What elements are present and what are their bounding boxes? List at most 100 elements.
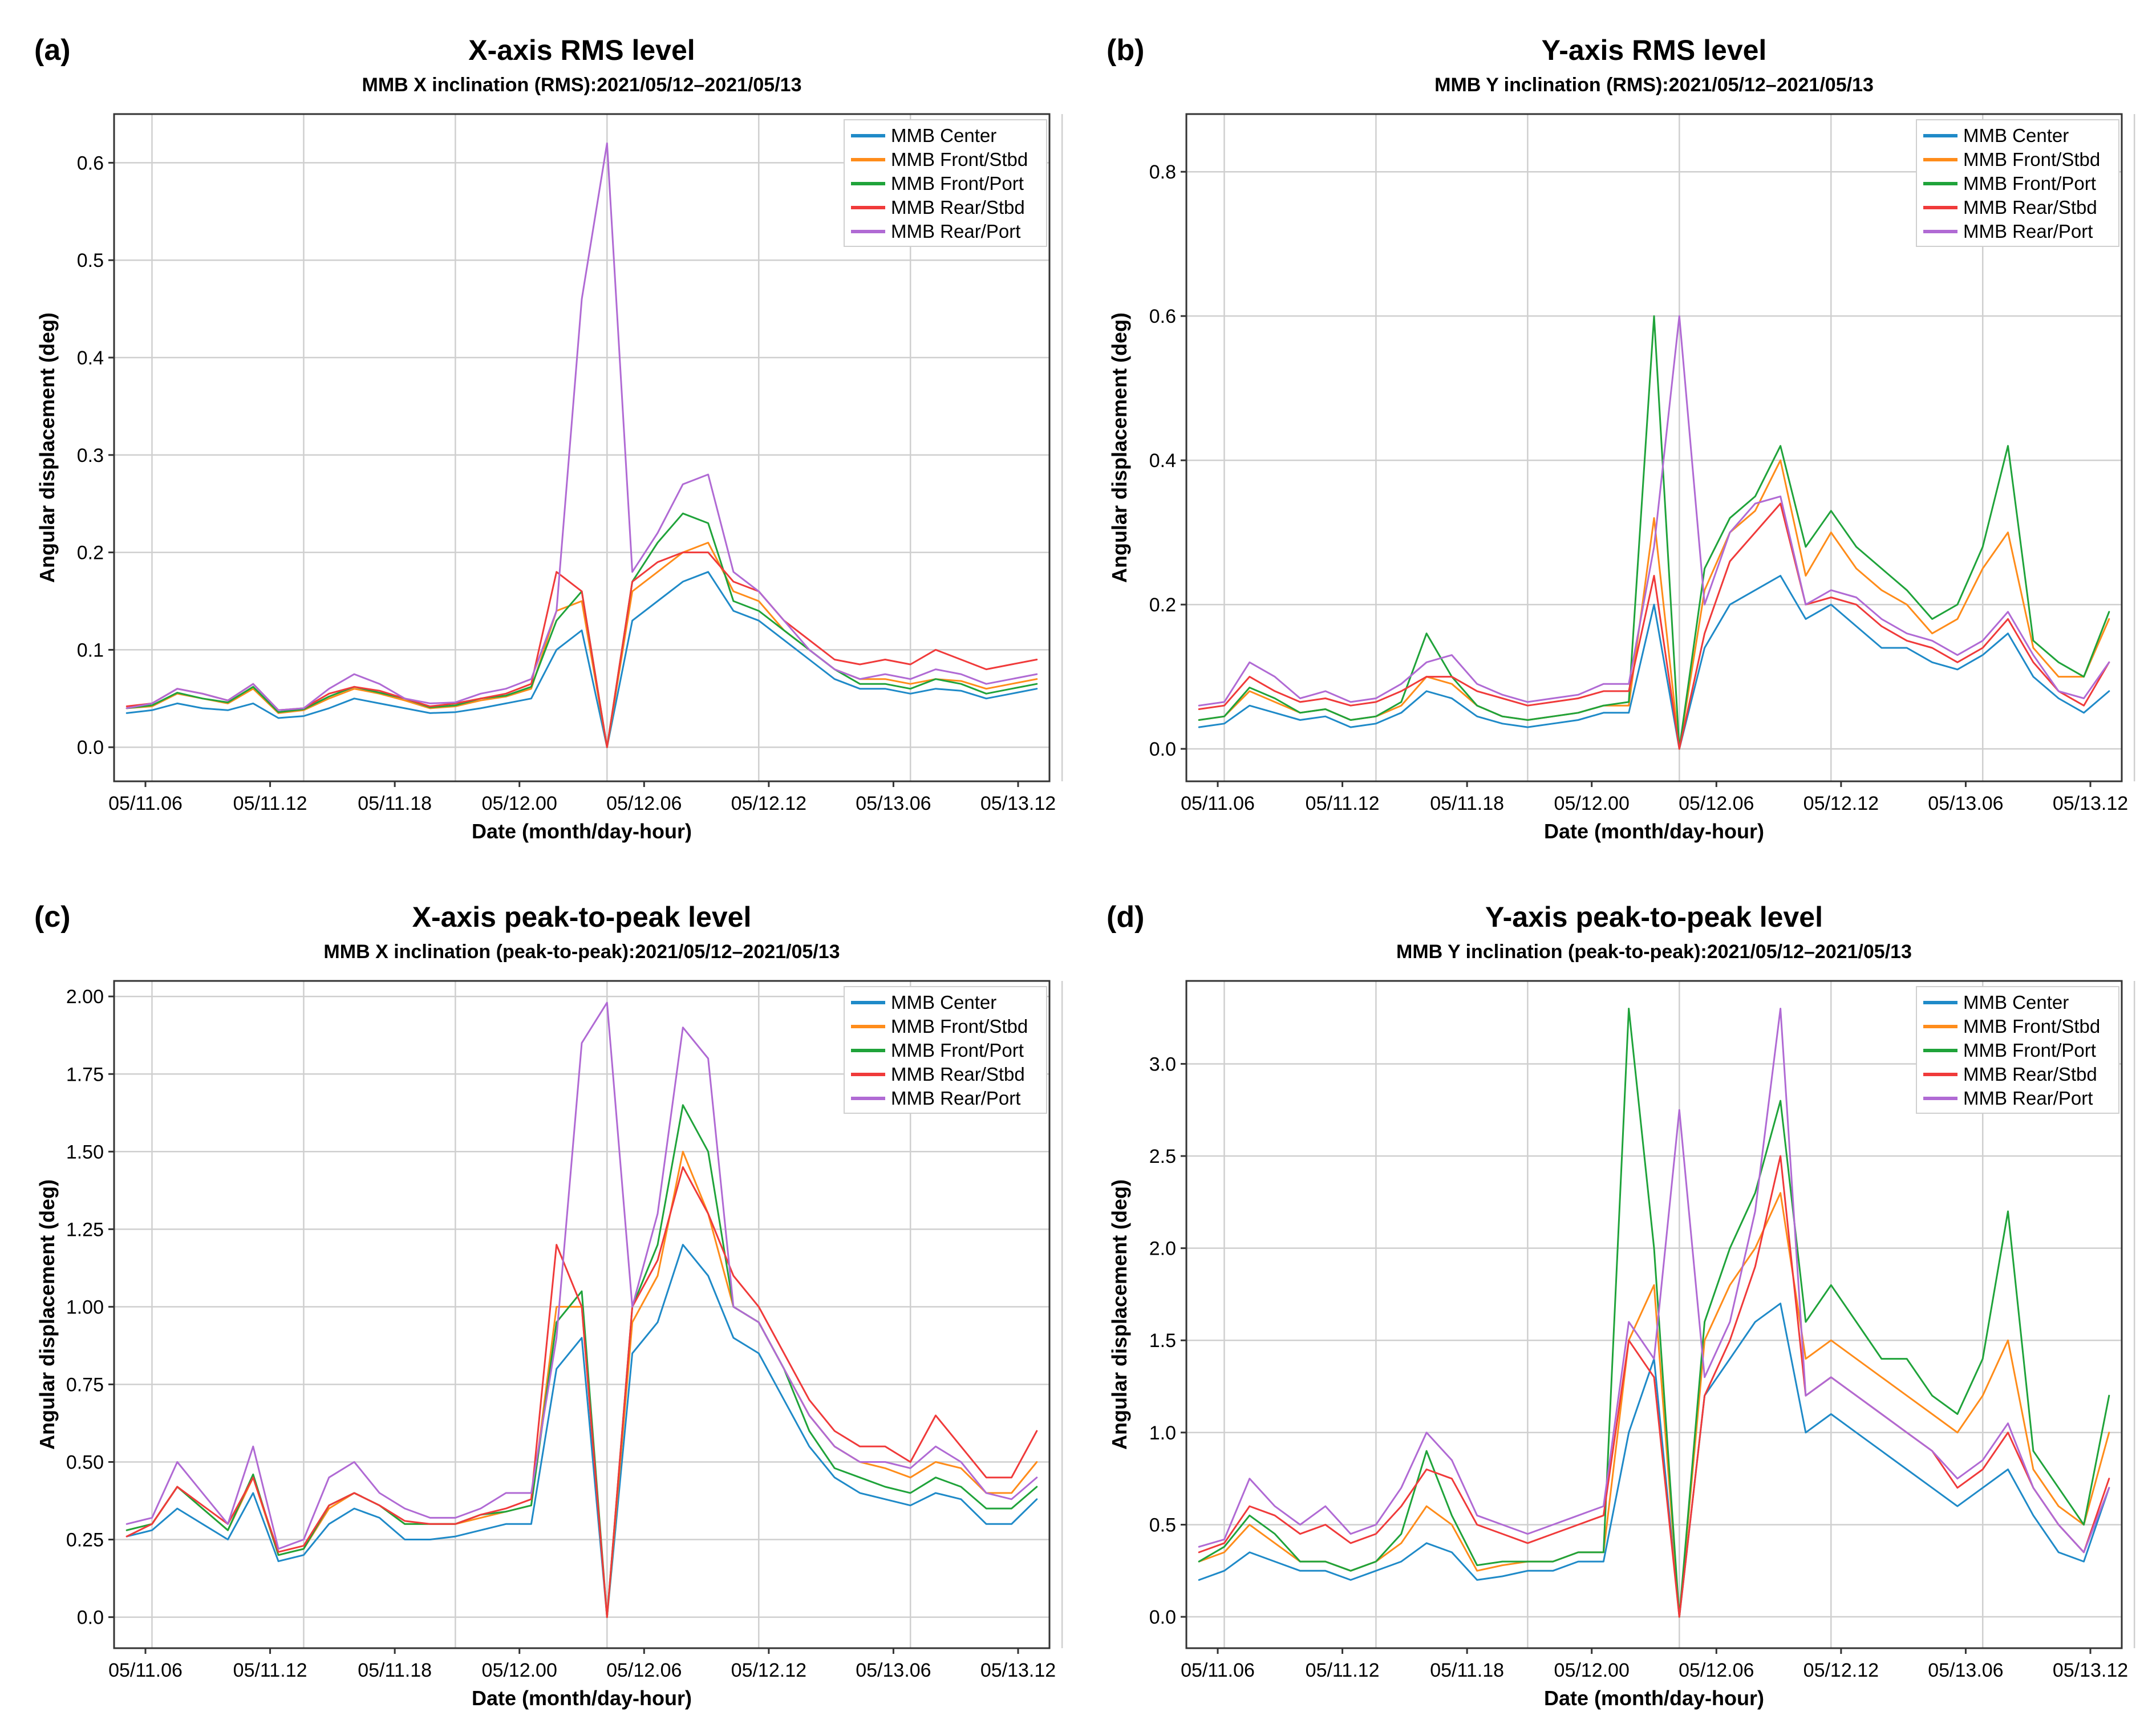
- x-tick-label: 05/13.12: [980, 1660, 1056, 1681]
- y-tick-label: 0.4: [1149, 450, 1176, 472]
- series-line-4: [125, 1001, 1038, 1550]
- legend-label: MMB Rear/Stbd: [1963, 1064, 2097, 1085]
- x-tick-label: 05/12.06: [606, 793, 682, 814]
- x-tick-label: 05/13.06: [856, 1660, 931, 1681]
- legend-label: MMB Rear/Port: [891, 1088, 1020, 1109]
- x-axis-label: Date (month/day-hour): [472, 1686, 692, 1710]
- x-tick-label: 05/11.18: [358, 793, 432, 814]
- chart-title: Y-axis RMS level: [1542, 34, 1767, 66]
- legend-label: MMB Rear/Port: [891, 221, 1020, 242]
- x-tick-label: 05/12.06: [1679, 793, 1754, 814]
- plot-frame: [113, 113, 1051, 782]
- series-line-0: [1198, 575, 2110, 750]
- y-tick-label: 0.6: [77, 152, 104, 174]
- y-tick-label: 2.00: [66, 986, 104, 1008]
- chart-title: Y-axis peak-to-peak level: [1485, 901, 1823, 933]
- x-axis-label: Date (month/day-hour): [1544, 1686, 1764, 1710]
- y-tick-label: 1.50: [66, 1141, 104, 1163]
- y-tick-label: 0.2: [77, 542, 104, 564]
- legend-label: MMB Front/Port: [891, 173, 1024, 194]
- y-tick-label: 0.0: [1149, 739, 1176, 760]
- y-tick-label: 0.0: [77, 1607, 104, 1629]
- x-tick-label: 05/13.12: [2053, 793, 2128, 814]
- x-tick-label: 05/12.12: [731, 793, 806, 814]
- y-axis-label: Angular displacement (deg): [1108, 313, 1131, 583]
- chart-y-rms: (b) Y-axis RMS level MMB Y inclination (RM…: [1107, 34, 2135, 843]
- x-tick-label: 05/11.12: [233, 793, 307, 814]
- y-axis-label: Angular displacement (deg): [1108, 1179, 1131, 1450]
- legend-label: MMB Rear/Stbd: [891, 197, 1025, 218]
- y-tick-label: 0.50: [66, 1451, 104, 1473]
- plot-frame: [113, 980, 1051, 1649]
- x-axis-label: Date (month/day-hour): [472, 820, 692, 843]
- x-tick-label: 05/12.12: [731, 1660, 806, 1681]
- series-line-2: [125, 1104, 1038, 1619]
- y-tick-label: 1.0: [1149, 1422, 1176, 1444]
- legend-label: MMB Rear/Port: [1963, 1088, 2093, 1109]
- legend-label: MMB Front/Stbd: [1963, 1016, 2100, 1037]
- panel-label: (b): [1107, 34, 1144, 67]
- series-line-3: [1198, 502, 2110, 750]
- panel-label: (c): [34, 901, 71, 934]
- legend-label: MMB Center: [1963, 992, 2069, 1013]
- y-tick-label: 0.0: [77, 737, 104, 759]
- x-tick-label: 05/11.12: [233, 1660, 307, 1681]
- y-tick-label: 0.2: [1149, 594, 1176, 616]
- legend-label: MMB Rear/Port: [1963, 221, 2093, 242]
- chart-y-peak-to-peak: (d) Y-axis peak-to-peak level MMB Y inclin…: [1107, 901, 2135, 1710]
- plot-frame: [1185, 980, 2123, 1649]
- y-tick-label: 0.4: [77, 347, 104, 369]
- chart-title: X-axis peak-to-peak level: [412, 901, 752, 933]
- series-line-4: [125, 142, 1038, 711]
- plot-frame: [1185, 113, 2123, 782]
- x-tick-label: 05/11.12: [1306, 793, 1380, 814]
- series-line-4: [1198, 1008, 2110, 1554]
- legend-label: MMB Front/Stbd: [1963, 149, 2100, 170]
- y-tick-label: 0.25: [66, 1530, 104, 1551]
- panel-label: (d): [1107, 901, 1144, 934]
- y-tick-label: 0.75: [66, 1374, 104, 1396]
- x-tick-label: 05/11.06: [108, 1660, 183, 1681]
- y-axis-label: Angular displacement (deg): [35, 313, 59, 583]
- series-line-0: [125, 1244, 1038, 1619]
- series-line-1: [125, 542, 1038, 748]
- series-line-3: [1198, 1155, 2110, 1618]
- chart-subtitle: MMB Y inclination (peak-to-peak):2021/05…: [1396, 941, 1912, 963]
- legend-label: MMB Front/Port: [1963, 1040, 2096, 1061]
- y-tick-label: 2.5: [1149, 1146, 1176, 1167]
- y-tick-label: 0.6: [1149, 306, 1176, 327]
- legend-label: MMB Rear/Stbd: [891, 1064, 1025, 1085]
- x-tick-label: 05/12.00: [482, 1660, 557, 1681]
- panel-a-x-rms: (a) X-axis RMS level MMB X inclination (RM…: [0, 0, 1067, 861]
- chart-subtitle: MMB Y inclination (RMS):2021/05/12–2021/…: [1434, 74, 1874, 96]
- legend-label: MMB Front/Stbd: [891, 1016, 1028, 1037]
- panel-label: (a): [34, 34, 71, 67]
- chart-x-peak-to-peak: (c) X-axis peak-to-peak level MMB X inclin…: [34, 901, 1063, 1710]
- y-tick-label: 1.75: [66, 1064, 104, 1085]
- panel-c-x-peak-to-peak: (c) X-axis peak-to-peak level MMB X inclin…: [0, 867, 1067, 1728]
- x-tick-label: 05/13.06: [856, 793, 931, 814]
- y-tick-label: 1.5: [1149, 1330, 1176, 1352]
- x-tick-label: 05/12.06: [606, 1660, 682, 1681]
- x-tick-label: 05/11.18: [1430, 1660, 1504, 1681]
- legend-label: MMB Front/Port: [1963, 173, 2096, 194]
- x-tick-label: 05/11.18: [1430, 793, 1504, 814]
- x-tick-label: 05/12.00: [1554, 793, 1630, 814]
- x-tick-label: 05/13.06: [1928, 793, 2003, 814]
- series-line-2: [1198, 315, 2110, 750]
- legend-label: MMB Front/Port: [891, 1040, 1024, 1061]
- panel-b-y-rms: (b) Y-axis RMS level MMB Y inclination (RM…: [1072, 0, 2139, 861]
- x-tick-label: 05/12.12: [1803, 793, 1879, 814]
- y-tick-label: 3.0: [1149, 1053, 1176, 1075]
- y-tick-label: 0.8: [1149, 161, 1176, 183]
- x-tick-label: 05/11.06: [1181, 793, 1255, 814]
- x-tick-label: 05/13.12: [2053, 1660, 2128, 1681]
- y-tick-label: 0.5: [77, 250, 104, 271]
- x-tick-label: 05/12.12: [1803, 1660, 1879, 1681]
- chart-title: X-axis RMS level: [468, 34, 695, 66]
- chart-subtitle: MMB X inclination (peak-to-peak):2021/05…: [323, 941, 840, 963]
- y-tick-label: 1.25: [66, 1219, 104, 1240]
- chart-x-rms: (a) X-axis RMS level MMB X inclination (RM…: [34, 34, 1063, 843]
- y-tick-label: 1.00: [66, 1296, 104, 1318]
- x-tick-label: 05/11.18: [358, 1660, 432, 1681]
